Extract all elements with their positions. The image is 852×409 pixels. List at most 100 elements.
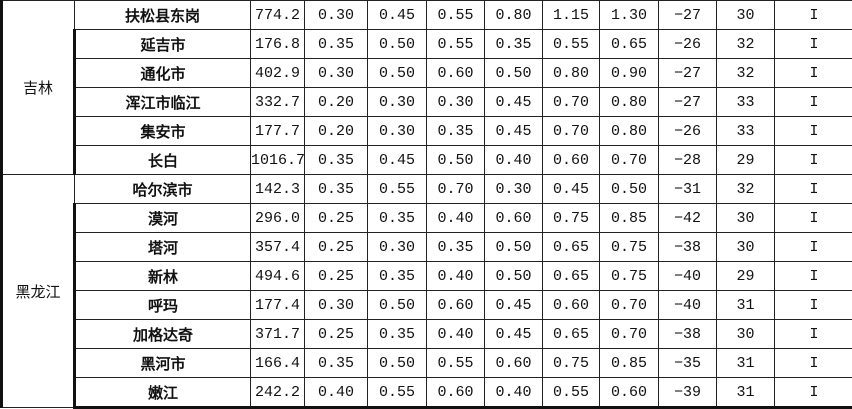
value-cell: 0.35 bbox=[427, 233, 485, 262]
value-cell: 0.50 bbox=[427, 146, 485, 175]
value-cell: 0.80 bbox=[600, 117, 659, 146]
value-cell: 0.70 bbox=[600, 146, 659, 175]
city-cell: 通化市 bbox=[75, 59, 251, 88]
value-cell: 0.75 bbox=[543, 204, 600, 233]
value-cell: I bbox=[775, 146, 852, 175]
value-cell: 0.20 bbox=[305, 117, 368, 146]
value-cell: 0.35 bbox=[305, 146, 368, 175]
value-cell: 0.55 bbox=[368, 378, 427, 408]
value-cell: I bbox=[775, 262, 852, 291]
value-cell: 0.25 bbox=[305, 262, 368, 291]
value-cell: 0.80 bbox=[543, 59, 600, 88]
value-cell: 30 bbox=[717, 204, 775, 233]
value-cell: 0.60 bbox=[427, 291, 485, 320]
value-cell: −35 bbox=[659, 349, 717, 378]
value-cell: 0.50 bbox=[368, 59, 427, 88]
value-cell: 0.55 bbox=[427, 1, 485, 30]
value-cell: 33 bbox=[717, 117, 775, 146]
value-cell: 0.85 bbox=[600, 349, 659, 378]
value-cell: 29 bbox=[717, 146, 775, 175]
value-cell: 0.20 bbox=[305, 88, 368, 117]
value-cell: −42 bbox=[659, 204, 717, 233]
value-cell: 0.75 bbox=[600, 262, 659, 291]
province-cell: 黑龙江 bbox=[2, 175, 75, 408]
value-cell: 0.60 bbox=[543, 146, 600, 175]
value-cell: 0.30 bbox=[368, 233, 427, 262]
value-cell: 0.35 bbox=[305, 175, 368, 204]
value-cell: 0.50 bbox=[368, 349, 427, 378]
value-cell: 774.2 bbox=[251, 1, 305, 30]
value-cell: −28 bbox=[659, 146, 717, 175]
value-cell: 0.85 bbox=[600, 204, 659, 233]
value-cell: 0.90 bbox=[600, 59, 659, 88]
value-cell: 242.2 bbox=[251, 378, 305, 408]
city-cell: 加格达奇 bbox=[75, 320, 251, 349]
value-cell: 0.55 bbox=[427, 30, 485, 59]
value-cell: 31 bbox=[717, 349, 775, 378]
city-cell: 新林 bbox=[75, 262, 251, 291]
value-cell: 402.9 bbox=[251, 59, 305, 88]
value-cell: 0.35 bbox=[485, 30, 543, 59]
value-cell: 0.45 bbox=[485, 88, 543, 117]
value-cell: 0.70 bbox=[543, 88, 600, 117]
value-cell: 0.60 bbox=[485, 349, 543, 378]
value-cell: −26 bbox=[659, 117, 717, 146]
value-cell: 0.45 bbox=[543, 175, 600, 204]
value-cell: 1.30 bbox=[600, 1, 659, 30]
value-cell: −40 bbox=[659, 262, 717, 291]
value-cell: 0.40 bbox=[485, 146, 543, 175]
value-cell: 0.50 bbox=[368, 30, 427, 59]
value-cell: I bbox=[775, 233, 852, 262]
city-cell: 黑河市 bbox=[75, 349, 251, 378]
value-cell: I bbox=[775, 175, 852, 204]
value-cell: 0.70 bbox=[543, 117, 600, 146]
value-cell: 0.45 bbox=[368, 146, 427, 175]
value-cell: 0.75 bbox=[543, 349, 600, 378]
value-cell: 0.60 bbox=[485, 204, 543, 233]
value-cell: 177.4 bbox=[251, 291, 305, 320]
value-cell: 0.65 bbox=[600, 30, 659, 59]
value-cell: 0.50 bbox=[485, 233, 543, 262]
value-cell: 357.4 bbox=[251, 233, 305, 262]
value-cell: 1016.7 bbox=[251, 146, 305, 175]
value-cell: 0.30 bbox=[485, 175, 543, 204]
value-cell: 177.7 bbox=[251, 117, 305, 146]
value-cell: 0.35 bbox=[368, 204, 427, 233]
value-cell: 0.30 bbox=[368, 117, 427, 146]
value-cell: 0.55 bbox=[543, 378, 600, 408]
value-cell: 0.40 bbox=[485, 378, 543, 408]
value-cell: 0.35 bbox=[305, 30, 368, 59]
value-cell: −38 bbox=[659, 320, 717, 349]
value-cell: 33 bbox=[717, 88, 775, 117]
value-cell: 0.45 bbox=[485, 320, 543, 349]
value-cell: 296.0 bbox=[251, 204, 305, 233]
value-cell: 0.40 bbox=[427, 320, 485, 349]
value-cell: 0.25 bbox=[305, 320, 368, 349]
value-cell: 0.45 bbox=[485, 117, 543, 146]
value-cell: 0.50 bbox=[368, 291, 427, 320]
value-cell: 176.8 bbox=[251, 30, 305, 59]
value-cell: I bbox=[775, 117, 852, 146]
value-cell: 0.75 bbox=[600, 233, 659, 262]
value-cell: 166.4 bbox=[251, 349, 305, 378]
city-cell: 长白 bbox=[75, 146, 251, 175]
value-cell: 0.40 bbox=[427, 262, 485, 291]
value-cell: 0.45 bbox=[368, 1, 427, 30]
value-cell: 0.60 bbox=[600, 378, 659, 408]
value-cell: 0.60 bbox=[427, 59, 485, 88]
value-cell: 0.70 bbox=[427, 175, 485, 204]
value-cell: I bbox=[775, 204, 852, 233]
value-cell: 0.30 bbox=[368, 88, 427, 117]
value-cell: 0.60 bbox=[543, 291, 600, 320]
value-cell: I bbox=[775, 320, 852, 349]
